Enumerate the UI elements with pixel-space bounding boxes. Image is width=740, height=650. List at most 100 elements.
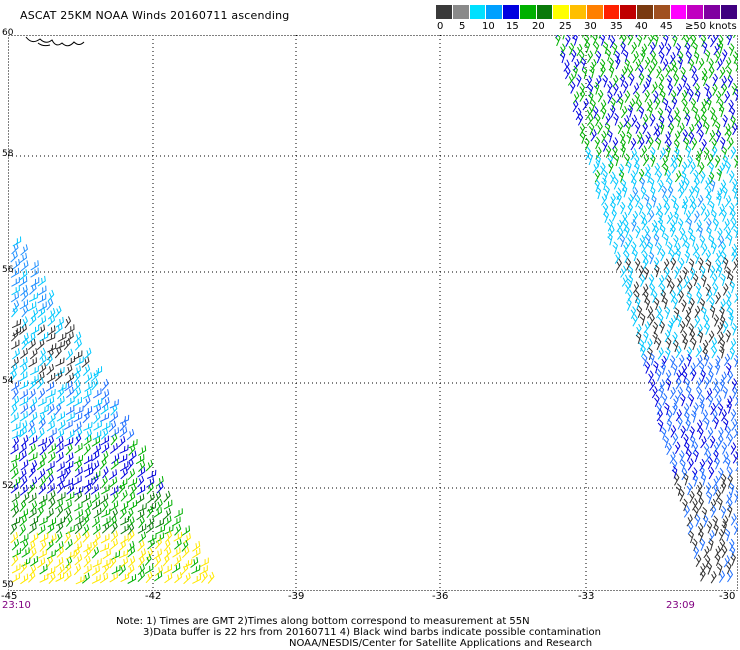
wind-barb [136,485,146,495]
wind-barb [644,361,651,374]
wind-barb [100,435,110,446]
wind-barb [711,209,717,223]
wind-barb [66,396,75,407]
wind-barb [670,224,676,238]
wind-barb [636,99,643,112]
wind-barb [66,356,76,366]
wind-barb [36,338,45,351]
wind-barb [64,466,71,479]
wind-barb [661,154,668,168]
wind-barb [684,441,690,454]
wind-barb [73,371,81,384]
wind-barb [663,258,670,271]
wind-barb [703,443,710,456]
wind-barb [677,386,683,400]
wind-barb [721,209,727,222]
wind-barb [711,145,718,159]
wind-barb [127,477,138,487]
wind-barb [581,66,588,80]
wind-barb [725,57,732,70]
wind-barb [643,330,649,344]
wind-barb [625,281,631,294]
wind-barb [663,233,669,246]
wind-barb [572,99,579,113]
wind-barb [616,192,622,206]
wind-barb [714,385,721,399]
wind-barb [192,574,201,584]
wind-barb [660,289,666,303]
wind-barb [709,200,715,214]
wind-barb [11,395,20,408]
wind-barb [717,227,723,241]
wind-barb [19,396,29,407]
wind-barb [705,249,712,263]
wind-barb [92,443,101,455]
wind-barb [728,482,735,496]
wind-barb [101,522,110,534]
wind-barb [20,561,28,574]
wind-barb [613,176,619,190]
wind-barb [99,412,110,422]
wind-barb [681,370,688,383]
legend-swatch [452,5,470,19]
lon-label-36: -36 [432,591,449,602]
wind-barb [613,113,619,126]
wind-barb [666,105,672,119]
wind-barb [634,296,641,310]
wind-barb [93,388,102,399]
wind-barb [665,378,672,391]
wind-barb [692,473,699,487]
wind-barb [154,491,162,503]
wind-barb [711,409,718,422]
wind-barb [19,515,27,527]
wind-barb [39,540,47,552]
wind-barb [713,449,719,463]
wind-barb [634,58,642,72]
wind-barb [21,547,30,558]
wind-barb [708,370,714,383]
lon-label-30: -30 [719,591,736,602]
wind-barb [74,522,83,535]
wind-barb [695,147,703,161]
wind-barb [709,305,716,318]
wind-barb [12,258,21,270]
wind-barb [659,147,666,160]
wind-barb [712,483,719,497]
wind-barb [21,305,29,318]
wind-barb [110,500,119,512]
wind-barb [19,533,29,544]
wind-barb [182,546,190,559]
wind-barb [617,97,624,110]
wind-barb [74,433,82,446]
wind-barb [91,565,100,577]
wind-barb [680,363,688,376]
wind-barb [11,572,21,583]
wind-barb [667,185,674,199]
wind-barb [655,137,662,150]
wind-barb [604,113,611,126]
wind-barb [681,299,687,313]
wind-barb [716,168,722,182]
wind-barb [10,329,19,342]
wind-barb [703,353,710,367]
wind-barb [594,113,601,127]
wind-barb [619,201,626,215]
wind-barb [659,224,666,238]
wind-barb [19,524,26,537]
wind-barb [642,250,648,264]
wind-barb [677,416,683,430]
wind-barb [704,376,710,390]
wind-barb [719,538,726,552]
wind-barb [73,421,82,433]
wind-barb [733,425,738,439]
wind-barb [718,570,726,583]
wind-barb [101,378,109,391]
wind-barb [708,330,715,343]
wind-barb [681,201,688,215]
wind-barb [29,283,37,295]
wind-barb [83,546,92,559]
wind-barb [128,500,138,511]
map-title: ASCAT 25KM NOAA Winds 20160711 ascending [20,9,290,22]
wind-barb [666,275,672,288]
wind-barb [669,281,675,294]
